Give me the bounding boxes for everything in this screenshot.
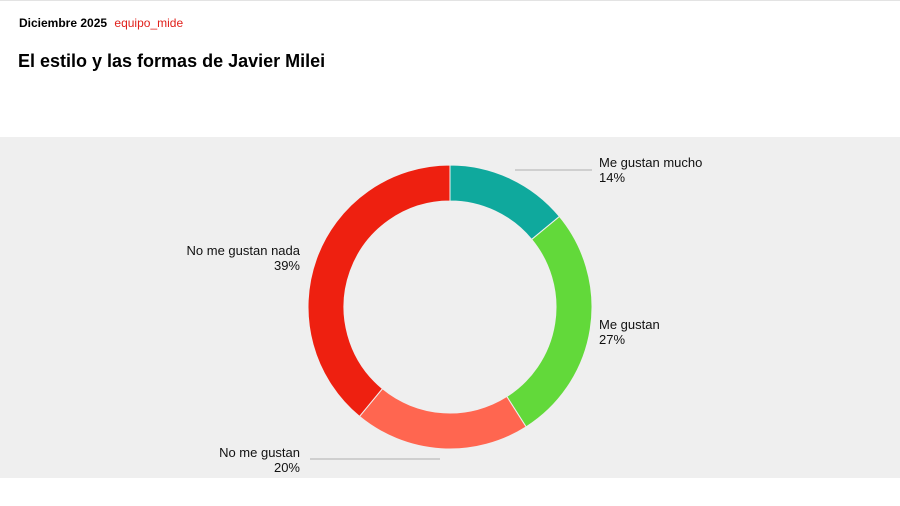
top-divider (0, 0, 900, 1)
slice-me-gustan-mucho[interactable] (449, 164, 561, 241)
donut-slices (307, 164, 593, 450)
slice-no-me-gustan[interactable] (358, 387, 527, 450)
label-no-me-gustan-nada: No me gustan nada (187, 243, 301, 258)
slice-no-me-gustan-nada[interactable] (307, 164, 451, 418)
value-label-no-me-gustan: 20% (274, 460, 300, 475)
value-label-me-gustan: 27% (599, 332, 625, 347)
label-me-gustan-mucho: Me gustan mucho (599, 155, 702, 170)
value-label-me-gustan-mucho: 14% (599, 170, 625, 185)
label-no-me-gustan: No me gustan (219, 445, 300, 460)
publication-date: Diciembre 2025 (19, 16, 108, 30)
byline: Diciembre 2025 equipo_mide (19, 16, 183, 30)
author-link[interactable]: equipo_mide (114, 16, 184, 30)
label-me-gustan: Me gustan (599, 317, 660, 332)
chart-panel: Me gustan mucho 14% Me gustan 27% No me gust… (0, 137, 900, 478)
value-label-no-me-gustan-nada: 39% (274, 258, 300, 273)
slice-me-gustan[interactable] (506, 215, 593, 428)
page-title: El estilo y las formas de Javier Milei (18, 51, 326, 71)
